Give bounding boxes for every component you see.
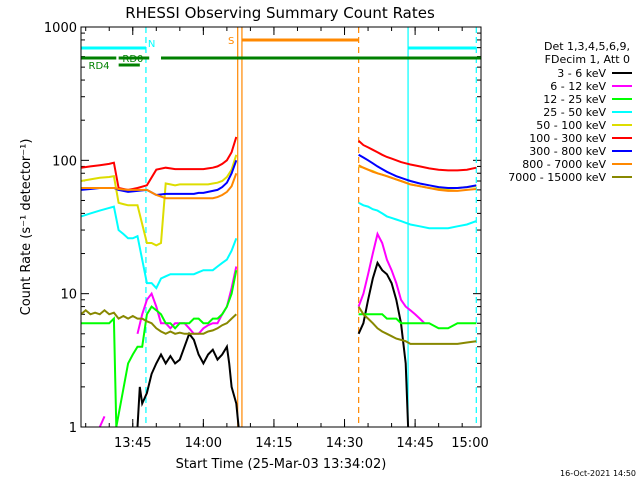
y-tick-label: 100 xyxy=(52,154,77,169)
chart-title: RHESSI Observing Summary Count Rates xyxy=(125,4,435,22)
x-tick-label: 13:45 xyxy=(114,436,151,451)
flag-label: S xyxy=(228,36,234,47)
flag-label: N xyxy=(148,39,155,50)
y-tick-label: 1 xyxy=(69,421,77,436)
legend-header: FDecim 1, Att 0 xyxy=(545,53,630,66)
series-line xyxy=(357,306,477,345)
series-line xyxy=(80,154,238,247)
y-tick-label: 1000 xyxy=(44,21,77,36)
plot-area: 1 10 100 1000 13:45 14:00 14:15 14:30 14:45 15:00… xyxy=(44,21,489,451)
series-line xyxy=(81,172,238,200)
plot-frame xyxy=(80,26,482,428)
series-line xyxy=(358,153,477,189)
flag-label: RD4 xyxy=(89,61,110,72)
series-line xyxy=(80,136,238,191)
legend: Det 1,3,4,5,6,9,FDecim 1, Att 03 - 6 keV… xyxy=(508,40,632,184)
x-tick-label: 14:15 xyxy=(255,436,292,451)
series-line xyxy=(358,201,477,230)
series-line xyxy=(358,164,477,192)
x-axis-label: Start Time (25-Mar-03 13:34:02) xyxy=(176,457,387,472)
legend-label: 7000 - 15000 keV xyxy=(508,171,606,184)
legend-label: 6 - 12 keV xyxy=(550,80,606,93)
series-line xyxy=(136,266,238,335)
legend-label: 12 - 25 keV xyxy=(543,93,606,106)
series-line xyxy=(80,205,238,290)
y-axis-label: Count Rate (s⁻¹ detector⁻¹) xyxy=(19,139,34,316)
y-tick-label: 10 xyxy=(60,288,77,303)
series-line xyxy=(357,260,410,428)
series-line xyxy=(81,270,238,428)
series-line xyxy=(357,140,477,172)
legend-label: 3 - 6 keV xyxy=(557,67,606,80)
x-tick-label: 15:00 xyxy=(451,436,488,451)
legend-label: 25 - 50 keV xyxy=(543,106,606,119)
legend-label: 50 - 100 keV xyxy=(536,119,606,132)
legend-header: Det 1,3,4,5,6,9, xyxy=(544,40,630,53)
footer-date: 16-Oct-2021 14:50 xyxy=(560,469,636,478)
x-tick-label: 14:00 xyxy=(185,436,222,451)
legend-label: 100 - 300 keV xyxy=(529,132,606,145)
x-tick-label: 14:30 xyxy=(326,436,363,451)
series-line xyxy=(80,308,237,335)
series-line xyxy=(98,415,106,428)
legend-label: 300 - 800 keV xyxy=(529,145,606,158)
legend-label: 800 - 7000 keV xyxy=(522,158,606,171)
x-tick-label: 14:45 xyxy=(396,436,433,451)
series-line xyxy=(357,231,426,324)
series-line xyxy=(358,313,477,330)
